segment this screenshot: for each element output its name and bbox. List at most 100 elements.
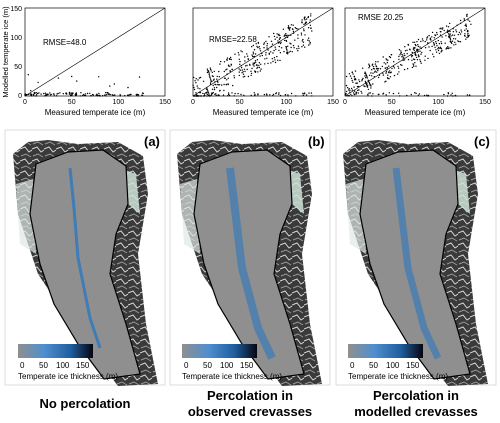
- scatter-point: [433, 37, 435, 39]
- scatter-point: [391, 67, 393, 70]
- scatter-point: [207, 70, 210, 72]
- scatter-point: [197, 79, 199, 81]
- scatter-point: [137, 94, 140, 96]
- scatter-point: [389, 56, 392, 59]
- scatter-point: [442, 27, 444, 29]
- scatter-point: [82, 94, 84, 97]
- scatter-point: [361, 78, 363, 81]
- scatter-point: [366, 86, 369, 88]
- scatter-point: [272, 60, 274, 63]
- scatter-point: [257, 42, 260, 44]
- map-a-letter: (a): [144, 134, 160, 149]
- caption-a-line1: No percolation: [39, 396, 131, 411]
- scatter-point: [403, 68, 406, 71]
- scatter-point: [465, 25, 468, 28]
- scatter-point: [241, 51, 243, 53]
- scatter-point: [65, 92, 67, 94]
- scatter-point: [434, 34, 437, 37]
- scatter-point: [261, 52, 263, 55]
- scatter-point: [290, 34, 292, 36]
- scatter-point: [397, 65, 399, 68]
- scatter-plots-row: RMSE=48.0 0 50 100 150 0 50 100 150 Meas…: [1, 6, 491, 117]
- scatter-point: [351, 89, 353, 91]
- scatter-point: [296, 48, 298, 50]
- scatter-point: [205, 88, 208, 91]
- scatter-point: [436, 45, 438, 47]
- scatter-point: [426, 39, 428, 41]
- scatter-point: [223, 61, 226, 63]
- scatter-point: [440, 41, 442, 43]
- scatter-point: [387, 74, 389, 76]
- scatter-point: [451, 40, 454, 42]
- scatter-point: [113, 83, 116, 85]
- scatter-point: [308, 44, 310, 46]
- scatter-point: [424, 59, 426, 61]
- scatter-point: [420, 53, 422, 55]
- scatter-1-ytick-3: 150: [10, 6, 22, 13]
- scatter-point: [416, 41, 418, 43]
- scatter-point: [84, 93, 87, 95]
- scatter-point: [255, 43, 257, 45]
- scatter-point: [216, 75, 218, 78]
- scatter-point: [307, 16, 309, 19]
- scatter-point: [243, 68, 246, 71]
- scatter-point: [371, 64, 373, 66]
- scatter-point: [310, 15, 312, 17]
- scatter-point: [256, 64, 258, 66]
- scatter-point: [105, 95, 107, 97]
- scatter-point: [105, 91, 107, 94]
- scatter-point: [127, 94, 129, 96]
- scatter-point: [197, 95, 200, 97]
- scatter-point: [309, 24, 312, 26]
- scatter-point: [71, 94, 73, 97]
- scatter-point: [285, 47, 288, 49]
- scatter-point: [271, 58, 273, 60]
- scatter-point: [369, 84, 371, 86]
- scatter-point: [459, 41, 462, 43]
- scatter-point: [246, 64, 248, 67]
- scatter-point: [377, 69, 379, 72]
- scatter-point: [353, 90, 356, 92]
- scatter-point: [279, 37, 281, 39]
- scatter-point: [354, 70, 357, 72]
- scatter-point: [411, 56, 413, 58]
- scatter-point: [280, 47, 283, 49]
- map-a-cb-label: Temperate ice thickness (m): [18, 372, 118, 381]
- scatter-point: [432, 42, 435, 44]
- scatter-point: [288, 34, 290, 37]
- scatter-3-rmse: RMSE 20.25: [358, 13, 404, 22]
- scatter-point: [427, 42, 429, 44]
- scatter-point: [419, 59, 421, 61]
- scatter-point: [102, 95, 104, 97]
- scatter-point: [279, 94, 282, 97]
- map-c-cb-tick-3: 150: [406, 361, 420, 370]
- scatter-1-rmse: RMSE=48.0: [43, 38, 87, 47]
- scatter-point: [199, 76, 202, 79]
- scatter-point: [276, 55, 278, 58]
- scatter-point: [469, 20, 471, 22]
- scatter-point: [396, 73, 399, 75]
- scatter-point: [69, 92, 71, 95]
- scatter-point: [411, 54, 414, 57]
- scatter-point: [211, 93, 213, 96]
- scatter-point: [138, 76, 141, 78]
- scatter-point: [266, 47, 268, 49]
- scatter-point: [353, 93, 355, 96]
- scatter-point: [223, 89, 225, 92]
- scatter-point: [417, 45, 420, 48]
- scatter-point: [107, 93, 110, 95]
- scatter-point: [437, 49, 440, 52]
- scatter-point: [303, 18, 306, 20]
- scatter-point: [263, 93, 266, 96]
- scatter-point: [285, 46, 287, 48]
- scatter-point: [424, 40, 426, 43]
- scatter-point: [387, 59, 389, 61]
- scatter-point: [253, 92, 255, 94]
- scatter-point: [392, 65, 395, 68]
- scatter-point: [301, 19, 303, 21]
- scatter-point: [424, 55, 426, 57]
- scatter-point: [373, 76, 375, 78]
- scatter-point: [309, 41, 311, 44]
- scatter-point: [226, 68, 228, 70]
- scatter-point: [368, 83, 371, 85]
